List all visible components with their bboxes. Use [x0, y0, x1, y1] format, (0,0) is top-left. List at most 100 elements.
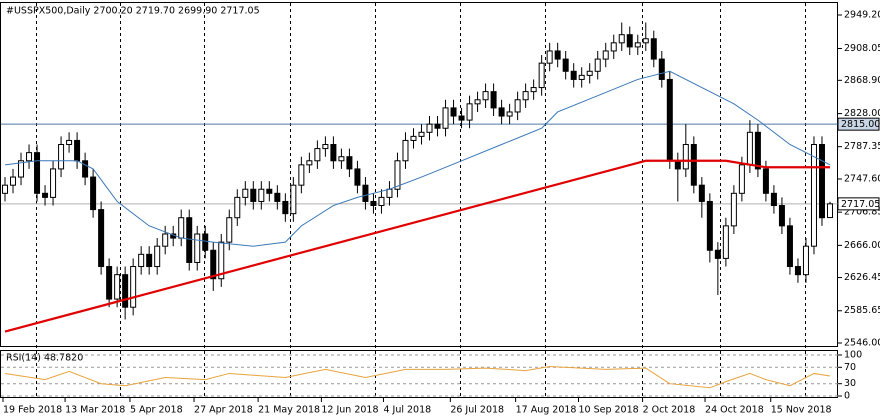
- candle-body: [802, 245, 809, 276]
- x-tick-label: 26 Jul 2018: [450, 405, 504, 416]
- y-tick-label: 2949.20: [844, 10, 880, 21]
- candle-body: [130, 266, 137, 308]
- y-tick-label: 2868.90: [844, 75, 880, 86]
- candle-body: [546, 50, 553, 64]
- candle-body: [410, 135, 417, 141]
- x-tick-label: 24 Oct 2018: [705, 405, 764, 416]
- candle-body: [770, 192, 777, 207]
- candle-body: [346, 156, 353, 170]
- x-tick-label: 21 May 2018: [258, 405, 320, 416]
- y-tick-label: 2626.45: [844, 272, 880, 283]
- price-level-box: [837, 117, 880, 131]
- x-tick-label: 12 Jun 2018: [321, 405, 378, 416]
- x-tick-label: 5 Apr 2018: [130, 405, 183, 416]
- x-tick-label: 19 Feb 2018: [3, 405, 62, 416]
- candle-body: [634, 42, 641, 48]
- candle-body: [730, 192, 737, 227]
- y-tick-label: 30: [844, 378, 856, 389]
- candle-body: [18, 160, 25, 178]
- candle-body: [538, 62, 545, 89]
- candle-body: [282, 200, 289, 215]
- y-tick-label: 2828.00: [844, 108, 880, 119]
- candle-body: [314, 148, 321, 162]
- candle-body: [818, 144, 825, 219]
- candle-body: [74, 139, 81, 162]
- candle-body: [50, 168, 57, 198]
- y-tick-label: 2908.05: [844, 43, 880, 54]
- candle-body: [490, 91, 497, 109]
- x-tick-label: 17 Aug 2018: [516, 405, 577, 416]
- candle-body: [642, 38, 649, 44]
- candle-body: [34, 152, 41, 194]
- candle-body: [738, 164, 745, 194]
- candle-body: [218, 241, 225, 280]
- candle-body: [418, 131, 425, 137]
- candle-body: [274, 192, 281, 202]
- candle-body: [482, 91, 489, 101]
- rsi-line: [4, 365, 831, 389]
- candle-body: [426, 123, 433, 133]
- candle-body: [826, 203, 833, 219]
- candle-body: [690, 144, 697, 186]
- candle-body: [266, 188, 273, 194]
- x-tick-label: 13 Mar 2018: [65, 405, 125, 416]
- main-pane: [0, 2, 838, 347]
- candle-body: [594, 58, 601, 72]
- candle-body: [466, 103, 473, 121]
- candle-body: [10, 176, 17, 186]
- candle-body: [530, 87, 537, 93]
- candle-body: [778, 205, 785, 227]
- candle-body: [194, 233, 201, 263]
- candle-body: [570, 70, 577, 80]
- price-level-label: 2717.05: [841, 199, 880, 210]
- y-tick-label: 100: [844, 350, 862, 361]
- y-tick-label: 2666.00: [844, 240, 880, 251]
- candle-body: [378, 196, 385, 207]
- candle-body: [2, 184, 9, 194]
- candle-body: [522, 91, 529, 101]
- candle-body: [42, 192, 49, 198]
- candle-body: [434, 123, 441, 129]
- candle-body: [402, 139, 409, 162]
- candle-body: [202, 233, 209, 251]
- candle-body: [442, 107, 449, 129]
- rsi-title: RSI(14) 48.7820: [6, 353, 83, 364]
- candle-body: [474, 99, 481, 105]
- candle-body: [98, 209, 105, 268]
- y-tick-label: 2706.85: [844, 207, 880, 218]
- candle-body: [722, 225, 729, 259]
- candle-body: [514, 99, 521, 113]
- price-level-box: [837, 197, 880, 211]
- candle-body: [322, 144, 329, 150]
- candle-body: [58, 144, 65, 170]
- candle-body: [450, 107, 457, 117]
- x-tick-label: 15 Nov 2018: [771, 405, 832, 416]
- candle-body: [650, 38, 657, 60]
- moving-average: [4, 159, 830, 333]
- candle-body: [458, 115, 465, 121]
- candle-body: [122, 274, 129, 308]
- x-tick-label: 27 Apr 2018: [194, 405, 253, 416]
- candle-body: [306, 160, 313, 166]
- candle-body: [106, 266, 113, 300]
- candle-body: [338, 156, 345, 162]
- chart-title: #USSPX500,Daily 2700.20 2719.70 2699.90 …: [6, 6, 260, 17]
- candle-body: [146, 253, 153, 268]
- candle-body: [226, 217, 233, 243]
- candle-body: [586, 70, 593, 76]
- candle-body: [674, 160, 681, 170]
- candle-body: [330, 144, 337, 162]
- candle-body: [706, 200, 713, 251]
- price-level-label: 2815.00: [841, 119, 880, 130]
- candle-body: [250, 188, 257, 202]
- x-tick-label: 10 Sep 2018: [578, 405, 638, 416]
- candle-body: [746, 131, 753, 166]
- candle-body: [762, 168, 769, 194]
- rsi-pane: [0, 350, 838, 398]
- candle-body: [298, 164, 305, 186]
- candle-body: [362, 184, 369, 202]
- candle-body: [394, 160, 401, 190]
- candle-body: [154, 245, 161, 268]
- candle-body: [90, 176, 97, 211]
- candle-body: [554, 50, 561, 60]
